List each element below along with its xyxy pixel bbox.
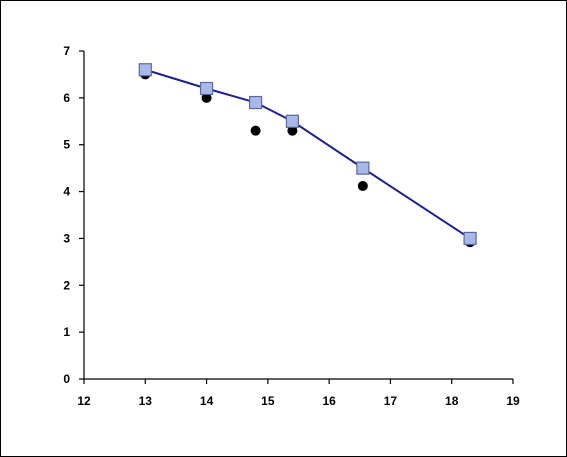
y-tick-label: 6 (63, 91, 70, 105)
series-line (144, 68, 471, 240)
circle-point (250, 125, 261, 136)
axes (79, 50, 514, 384)
y-tick-label: 7 (63, 44, 70, 58)
x-tick-label: 14 (200, 394, 214, 408)
series-line-group (144, 68, 471, 240)
circle-point (201, 92, 212, 103)
y-tick-labels: 0 1 2 3 4 5 6 7 (63, 44, 70, 386)
x-tick-label: 18 (445, 394, 459, 408)
y-tick-label: 5 (63, 138, 70, 152)
circle-point (287, 125, 298, 136)
x-tick-labels: 12 13 14 15 16 17 18 19 (77, 394, 520, 408)
square-point (463, 231, 477, 246)
y-tick-label: 1 (63, 325, 70, 339)
square-point (199, 81, 214, 96)
square-point (249, 95, 263, 110)
x-tick-label: 16 (322, 394, 336, 408)
x-tick-label: 15 (261, 394, 275, 408)
x-tick-label: 19 (506, 394, 520, 408)
y-tick-label: 4 (63, 185, 70, 199)
series-circle-group (140, 69, 476, 248)
y-tick-label: 3 (63, 231, 70, 245)
y-tick-label: 2 (63, 278, 70, 292)
x-tick-label: 12 (77, 394, 91, 408)
circle-point (357, 180, 368, 191)
square-point (285, 114, 299, 128)
y-tick-label: 0 (63, 372, 70, 386)
x-tick-label: 17 (384, 394, 398, 408)
square-point (356, 161, 370, 175)
series-square-group (138, 63, 477, 246)
x-tick-label: 13 (139, 394, 153, 408)
square-point (138, 63, 152, 77)
